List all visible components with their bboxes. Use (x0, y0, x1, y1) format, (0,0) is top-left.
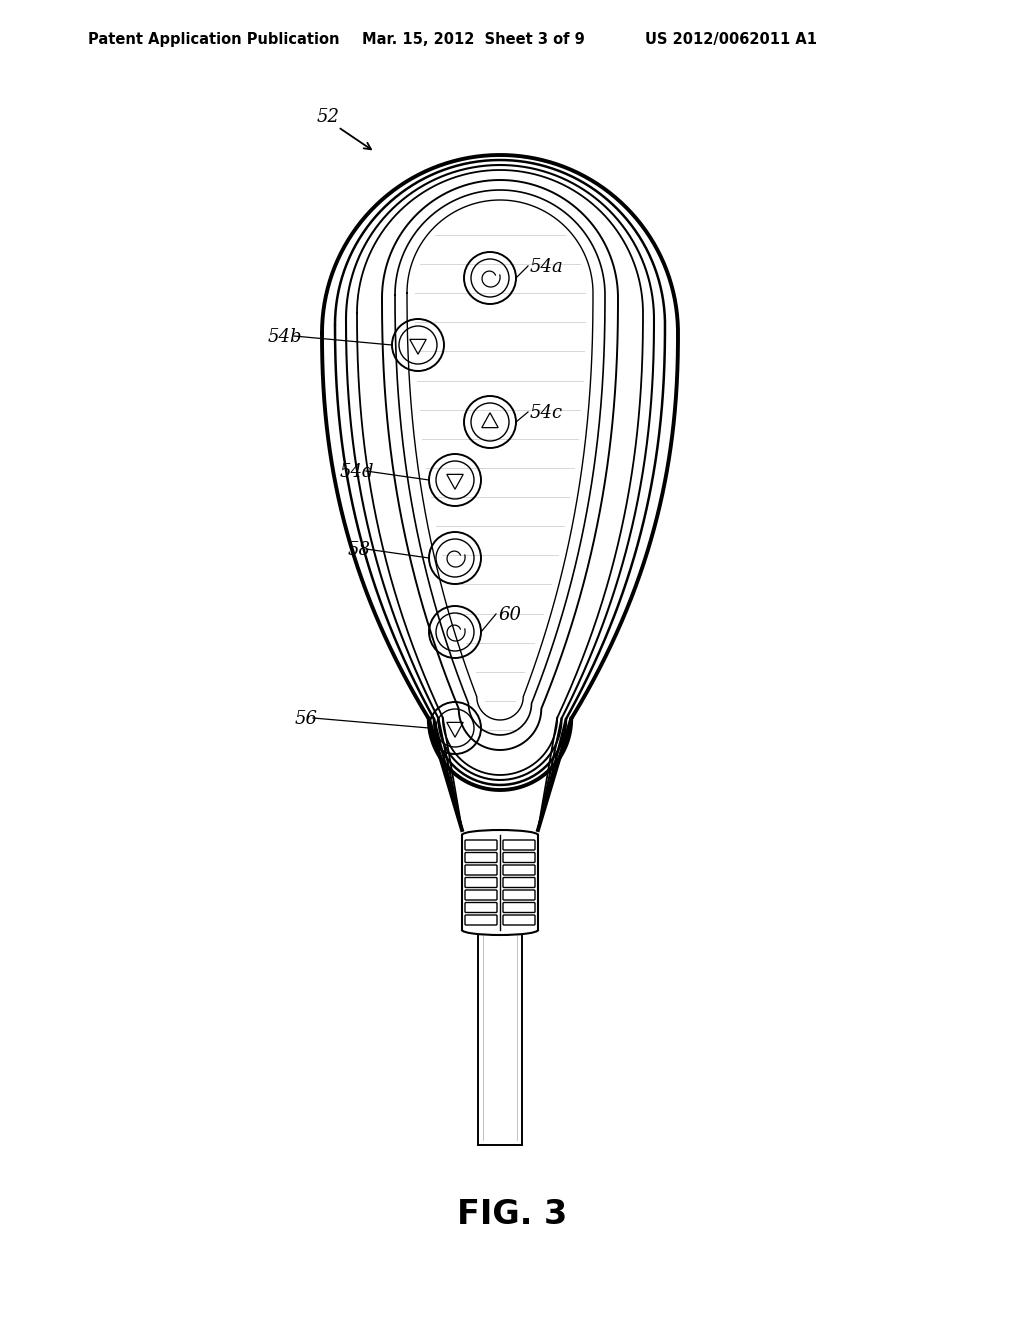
Text: Patent Application Publication: Patent Application Publication (88, 32, 340, 48)
Text: 54a: 54a (530, 257, 564, 276)
Text: 52: 52 (317, 108, 340, 125)
Text: 58: 58 (348, 541, 371, 558)
Text: Mar. 15, 2012  Sheet 3 of 9: Mar. 15, 2012 Sheet 3 of 9 (362, 32, 585, 48)
Text: 60: 60 (498, 606, 521, 624)
Text: 54b: 54b (268, 327, 302, 346)
Text: 56: 56 (295, 710, 318, 729)
Text: 54d: 54d (340, 463, 375, 480)
Text: 54c: 54c (530, 404, 563, 422)
Text: US 2012/0062011 A1: US 2012/0062011 A1 (645, 32, 817, 48)
Text: FIG. 3: FIG. 3 (457, 1199, 567, 1232)
